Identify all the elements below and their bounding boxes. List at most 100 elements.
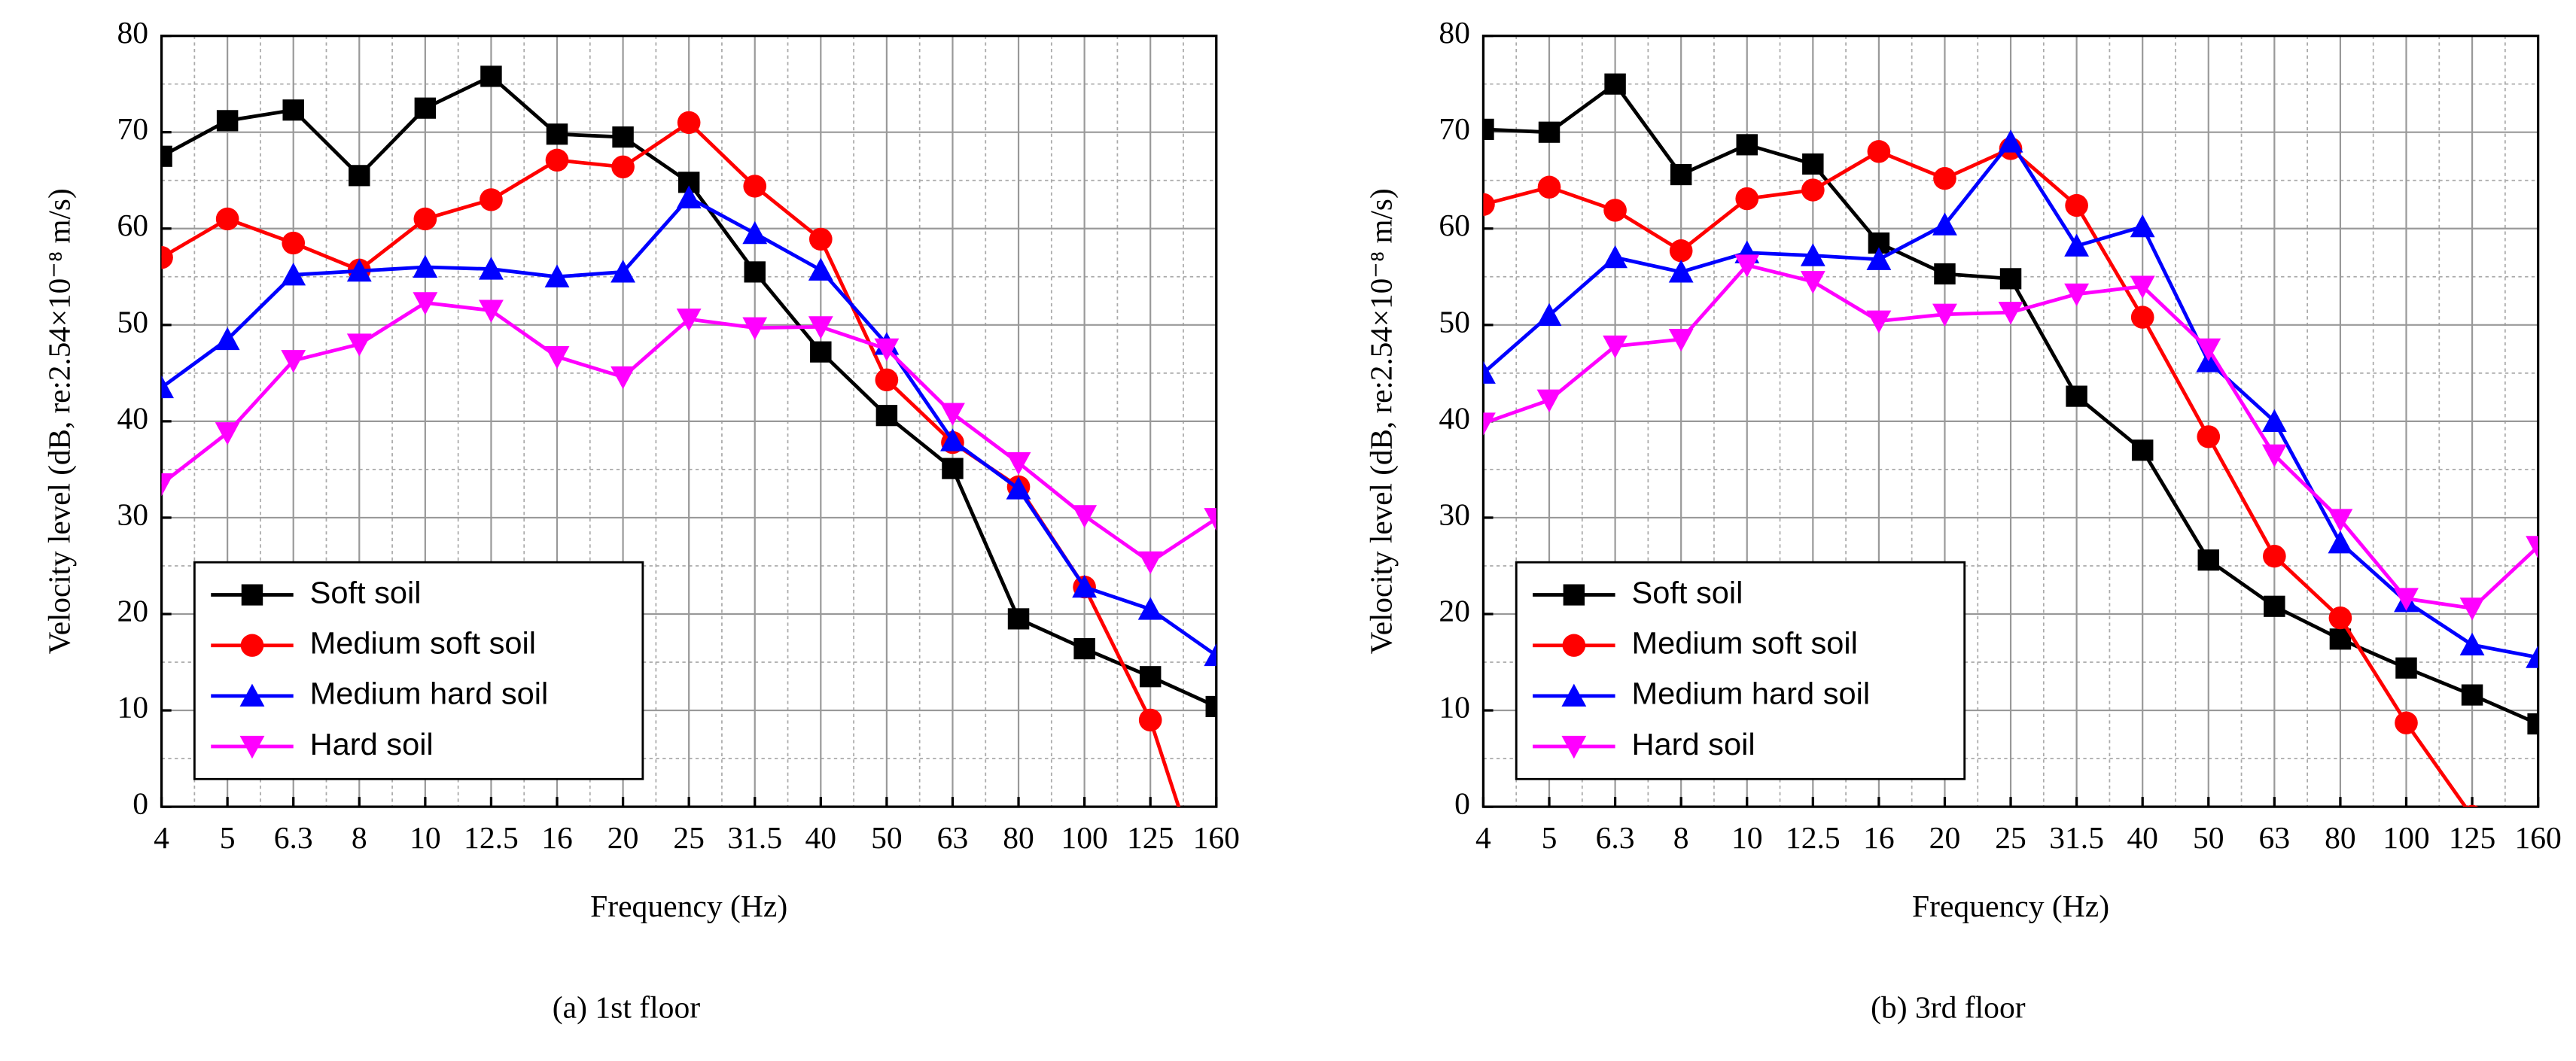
x-tick-label: 25 (673, 820, 705, 855)
x-tick-label: 6.3 (1596, 820, 1635, 855)
marker (1735, 187, 1759, 211)
series-line (1483, 146, 2468, 807)
marker (161, 145, 172, 167)
marker (215, 327, 240, 351)
marker (240, 634, 264, 657)
marker (1866, 247, 1892, 270)
x-tick-label: 80 (1003, 820, 1034, 855)
marker (676, 309, 702, 332)
marker (1604, 73, 1626, 95)
marker (1007, 608, 1030, 630)
x-tick-label: 31.5 (727, 820, 782, 855)
legend-label: Medium hard soil (1631, 676, 1870, 711)
marker (1538, 121, 1561, 143)
marker (2130, 275, 2155, 299)
marker (282, 231, 306, 255)
marker (1483, 118, 1494, 140)
marker (2459, 597, 2485, 621)
marker (346, 258, 372, 282)
y-tick-label: 0 (132, 786, 148, 821)
x-tick-label: 12.5 (464, 820, 519, 855)
marker (1867, 140, 1891, 163)
x-tick-label: 4 (154, 820, 169, 855)
marker (239, 683, 265, 707)
marker (1866, 310, 1892, 333)
x-axis-label: Frequency (Hz) (590, 889, 787, 924)
caption: (a) 1st floor (553, 990, 701, 1026)
y-tick-label: 70 (117, 111, 148, 146)
marker (875, 405, 898, 427)
y-tick-label: 80 (1439, 15, 1470, 50)
marker (2461, 684, 2483, 706)
marker (1998, 129, 2023, 153)
marker (2196, 338, 2221, 362)
marker (2130, 306, 2154, 329)
marker (810, 341, 832, 363)
y-tick-label: 50 (1439, 304, 1470, 339)
marker (215, 207, 239, 231)
marker (611, 155, 635, 178)
marker (743, 175, 767, 198)
y-tick-label: 60 (1439, 208, 1470, 242)
x-tick-label: 63 (937, 820, 969, 855)
x-tick-label: 16 (1863, 820, 1895, 855)
marker (1603, 245, 1628, 269)
marker (2066, 385, 2087, 407)
legend-label: Medium soft soil (1631, 626, 1857, 661)
y-axis-label: Velocity level (dB, re:2.54×10⁻⁸ m/s) (1363, 188, 1399, 654)
x-tick-label: 12.5 (1786, 820, 1841, 855)
plot-frame (160, 35, 1218, 808)
marker (545, 148, 569, 172)
x-tick-label: 50 (871, 820, 903, 855)
marker (1204, 911, 1228, 934)
marker (1205, 695, 1216, 718)
marker (2264, 595, 2285, 617)
x-tick-label: 4 (1475, 820, 1491, 855)
x-tick-label: 25 (1995, 820, 2026, 855)
marker (2328, 606, 2352, 630)
marker (1204, 508, 1216, 531)
marker (161, 246, 173, 269)
marker (2526, 536, 2538, 559)
marker (1668, 260, 1694, 283)
marker (874, 338, 900, 362)
marker (241, 584, 263, 606)
marker (414, 97, 437, 119)
marker (1006, 476, 1031, 500)
marker (161, 473, 174, 497)
marker (2459, 632, 2485, 656)
y-tick-label: 10 (1439, 690, 1470, 725)
marker (1668, 328, 1694, 352)
marker (1483, 193, 1495, 216)
marker (1204, 643, 1216, 667)
y-tick-label: 70 (1439, 111, 1470, 146)
x-tick-label: 5 (1542, 820, 1557, 855)
marker (281, 262, 306, 286)
marker (1483, 412, 1496, 436)
marker (480, 188, 503, 211)
legend-box (1515, 561, 1966, 780)
y-tick-label: 0 (1454, 786, 1470, 821)
marker (544, 264, 570, 287)
marker (1734, 254, 1760, 278)
marker (281, 350, 306, 373)
x-tick-label: 160 (1193, 820, 1240, 855)
legend-label: Medium soft soil (310, 626, 536, 661)
marker (2064, 233, 2090, 257)
plot-area (161, 65, 1228, 934)
marker (413, 207, 437, 231)
x-tick-label: 80 (2325, 820, 2356, 855)
marker (1800, 271, 1825, 294)
marker (612, 126, 634, 148)
marker (808, 227, 833, 251)
marker (161, 375, 174, 399)
marker (1932, 303, 1957, 327)
x-tick-label: 8 (352, 820, 367, 855)
marker (2131, 439, 2154, 461)
marker (2064, 283, 2090, 307)
marker (1072, 505, 1098, 528)
legend-label: Hard soil (310, 727, 434, 762)
x-tick-label: 10 (410, 820, 441, 855)
marker (1562, 634, 1586, 657)
marker (744, 261, 766, 283)
